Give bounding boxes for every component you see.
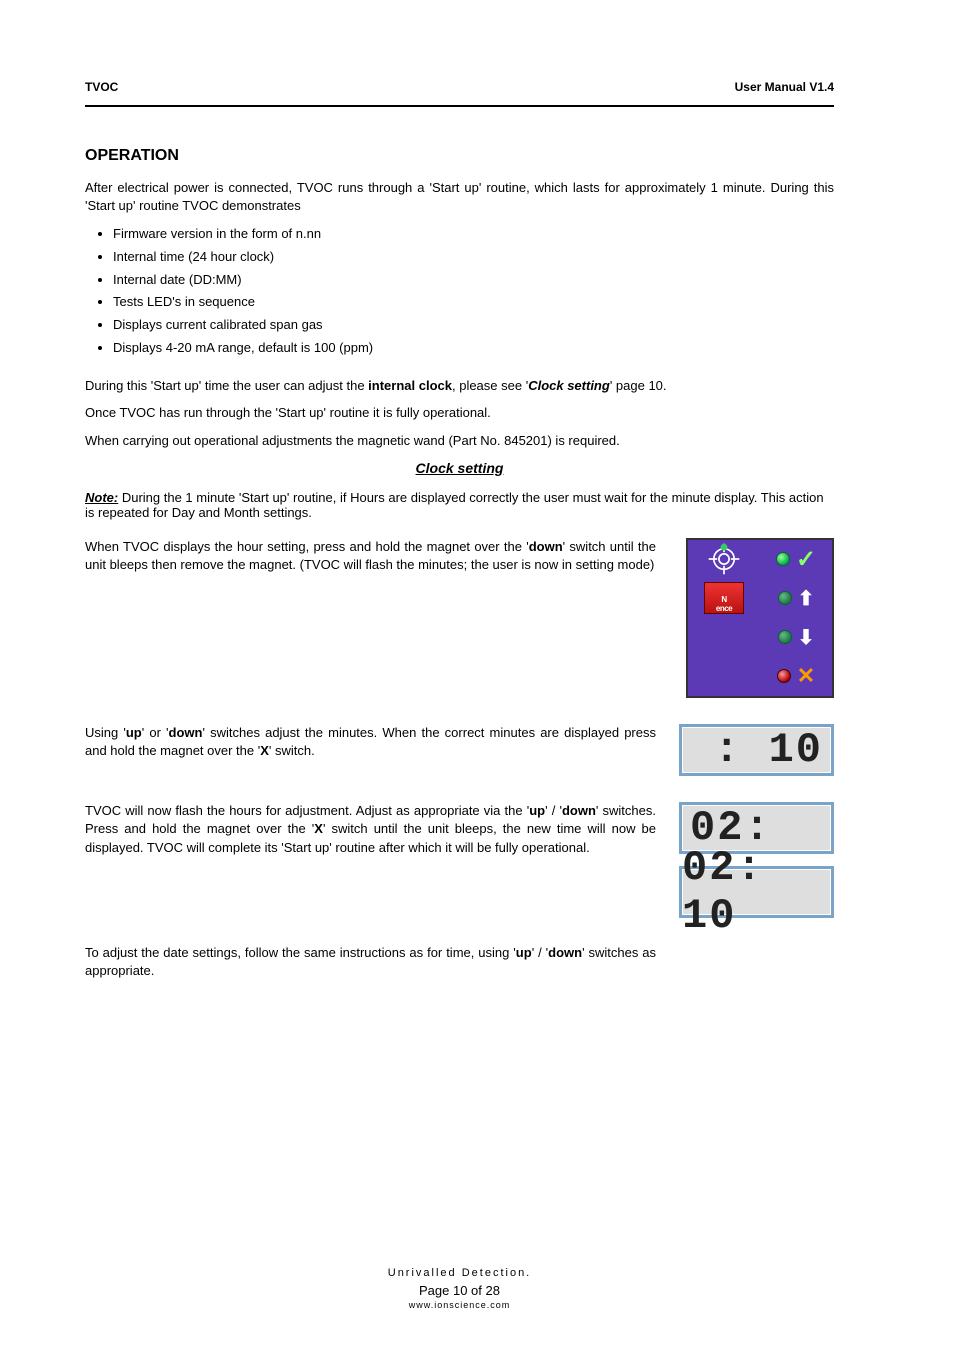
step-row-2: Using 'up' or 'down' switches adjust the…	[85, 724, 834, 776]
t: ' / '	[545, 803, 562, 818]
footer-url: www.ionscience.com	[85, 1300, 834, 1310]
step-graphic: 02: 02: 10	[674, 802, 834, 918]
kp-cell: ⬇	[778, 625, 815, 650]
bullet: Tests LED's in sequence	[113, 292, 834, 313]
logo-text: N	[721, 595, 726, 604]
led-icon	[778, 630, 792, 644]
t: ' switch.	[269, 743, 315, 758]
tick-icon: ✓	[796, 545, 816, 574]
intro-p4: When carrying out operational adjustment…	[85, 432, 834, 450]
subhead-clock: Clock setting	[85, 460, 834, 476]
intro-p1: After electrical power is connected, TVO…	[85, 179, 834, 214]
lcd-value: 02: 10	[682, 844, 831, 940]
header-left: TVOC	[85, 80, 118, 94]
kp-cell: ⬆	[778, 586, 815, 611]
text: ' page 10.	[610, 378, 667, 393]
b: down	[169, 725, 203, 740]
t: ' or '	[142, 725, 169, 740]
logo-text: ence	[716, 604, 732, 613]
b: down	[548, 945, 582, 960]
keypad: ✓ Nence ⬆ ⬇ ✕	[686, 538, 834, 698]
b: down	[529, 539, 563, 554]
step-text: Using 'up' or 'down' switches adjust the…	[85, 724, 674, 762]
step-graphic: ✓ Nence ⬆ ⬇ ✕	[674, 538, 834, 698]
t: Using '	[85, 725, 126, 740]
note-label: Note:	[85, 490, 118, 505]
link-ref: Clock setting	[528, 378, 610, 393]
x-icon: ✕	[797, 663, 815, 689]
step-row-1: When TVOC displays the hour setting, pre…	[85, 538, 834, 698]
lcd-display: 02: 10	[679, 866, 834, 918]
intro-p3: Once TVOC has run through the 'Start up'…	[85, 404, 834, 422]
step-row-3: TVOC will now flash the hours for adjust…	[85, 802, 834, 918]
bullet: Internal date (DD:MM)	[113, 270, 834, 291]
footer-page: Page 10 of 28	[85, 1283, 834, 1298]
b: up	[126, 725, 142, 740]
kp-cell	[707, 542, 741, 576]
section-title: OPERATION	[85, 147, 834, 165]
step-text: When TVOC displays the hour setting, pre…	[85, 538, 674, 576]
lcd-display: : 10	[679, 724, 834, 776]
up-icon: ⬆	[798, 586, 815, 611]
t: When TVOC displays the hour setting, pre…	[85, 539, 529, 554]
t: TVOC will now flash the hours for adjust…	[85, 803, 529, 818]
led-icon	[776, 552, 790, 566]
intro-bullets: Firmware version in the form of n.nn Int…	[85, 224, 834, 359]
note: Note: During the 1 minute 'Start up' rou…	[85, 490, 834, 520]
b: down	[562, 803, 596, 818]
t: ' / '	[532, 945, 548, 960]
header-rule	[85, 105, 834, 107]
b: up	[529, 803, 545, 818]
kp-cell: Nence	[704, 582, 744, 614]
step-text: TVOC will now flash the hours for adjust…	[85, 802, 674, 859]
header-right: User Manual V1.4	[735, 80, 834, 94]
text: , please see '	[452, 378, 528, 393]
down-icon: ⬇	[798, 625, 815, 650]
bullet: Firmware version in the form of n.nn	[113, 224, 834, 245]
bullet: Displays 4-20 mA range, default is 100 (…	[113, 338, 834, 359]
kp-cell: ✓	[776, 545, 816, 574]
footer-tagline: Unrivalled Detection.	[85, 1267, 834, 1279]
step-row-4: To adjust the date settings, follow the …	[85, 944, 834, 982]
crosshair-icon	[707, 542, 741, 576]
intro-p2: During this 'Start up' time the user can…	[85, 377, 834, 395]
step-text: To adjust the date settings, follow the …	[85, 944, 674, 982]
intro-body: After electrical power is connected, TVO…	[85, 179, 834, 450]
b: X	[260, 743, 269, 758]
note-text: During the 1 minute 'Start up' routine, …	[85, 490, 824, 520]
b: up	[516, 945, 532, 960]
bullet: Internal time (24 hour clock)	[113, 247, 834, 268]
b: X	[314, 821, 323, 836]
bullet: Displays current calibrated span gas	[113, 315, 834, 336]
step-graphic: : 10	[674, 724, 834, 776]
kp-cell: ✕	[777, 663, 815, 689]
led-icon	[777, 669, 791, 683]
footer: Unrivalled Detection. Page 10 of 28 www.…	[85, 1267, 834, 1310]
bold-text: internal clock	[368, 378, 452, 393]
t: To adjust the date settings, follow the …	[85, 945, 516, 960]
text: During this 'Start up' time the user can…	[85, 378, 368, 393]
steps: When TVOC displays the hour setting, pre…	[85, 538, 834, 982]
logo-icon: Nence	[704, 582, 744, 614]
led-icon	[778, 591, 792, 605]
lcd-value: : 10	[714, 726, 823, 774]
